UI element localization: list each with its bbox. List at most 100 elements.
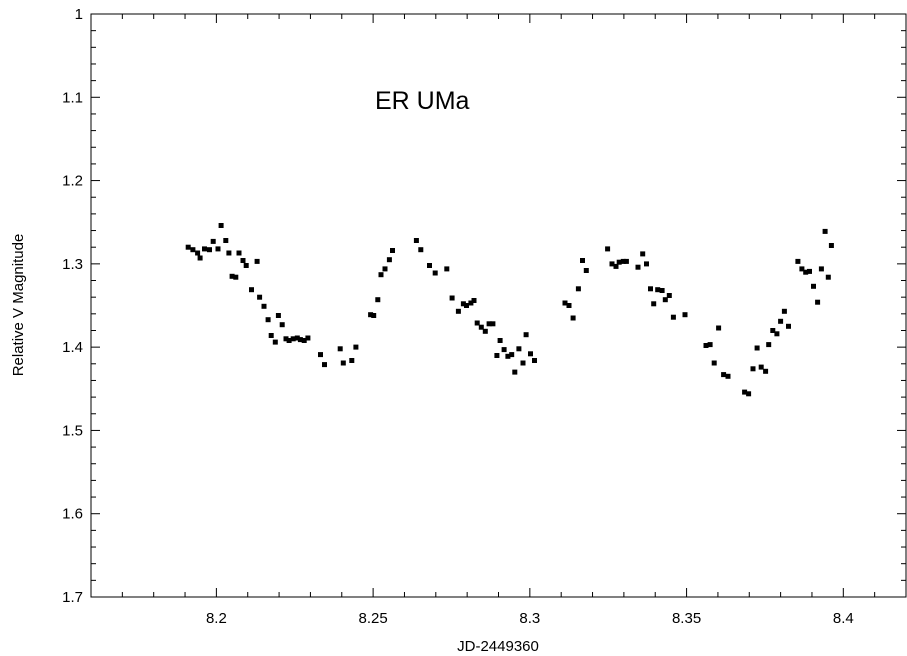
data-point — [742, 389, 748, 395]
data-point — [268, 333, 274, 338]
data-point — [353, 344, 359, 350]
data-point — [301, 338, 307, 343]
data-point — [468, 300, 474, 306]
data-point — [750, 366, 756, 372]
data-point — [195, 250, 201, 256]
data-point — [635, 264, 641, 270]
data-point — [505, 353, 511, 359]
data-point — [795, 258, 801, 264]
data-point — [236, 250, 242, 256]
axis-ticks — [90, 13, 907, 598]
data-point — [651, 301, 657, 307]
data-point — [616, 259, 622, 265]
data-point — [390, 248, 395, 253]
data-point — [580, 258, 585, 263]
data-point — [261, 303, 267, 309]
data-point — [190, 247, 196, 253]
data-point — [249, 287, 254, 293]
y-tick-label: 1.4 — [62, 339, 83, 356]
data-point — [605, 246, 611, 252]
data-point — [265, 317, 271, 323]
data-point — [474, 320, 480, 326]
x-tick-label: 8.3 — [519, 610, 540, 627]
data-point — [340, 360, 346, 366]
data-point — [368, 312, 374, 318]
data-point — [707, 342, 713, 348]
y-tick-label: 1.1 — [62, 89, 83, 106]
data-point — [207, 247, 212, 253]
data-point — [716, 325, 722, 331]
data-point — [822, 228, 828, 234]
y-axis-title: Relative V Magnitude — [10, 234, 27, 377]
data-point — [666, 293, 672, 298]
data-point — [662, 297, 668, 303]
data-point — [746, 391, 752, 397]
data-point — [609, 261, 615, 267]
data-point — [257, 294, 263, 300]
data-point — [532, 358, 537, 363]
data-point — [520, 360, 526, 366]
plot-frame — [90, 13, 907, 598]
x-axis-title: JD-2449360 — [457, 638, 539, 655]
y-tick-label: 1.6 — [62, 506, 83, 523]
data-point — [815, 299, 821, 305]
data-point — [254, 258, 260, 264]
data-point — [811, 283, 816, 289]
data-point — [648, 286, 653, 292]
data-point — [778, 318, 784, 324]
data-point — [482, 328, 488, 334]
data-point — [226, 250, 232, 256]
data-point — [243, 263, 249, 268]
data-point — [725, 373, 731, 379]
data-point — [427, 263, 432, 268]
data-point — [497, 338, 503, 343]
data-point — [566, 303, 572, 308]
data-point — [818, 266, 824, 272]
x-tick-label: 8.35 — [672, 610, 701, 627]
y-tick-label: 1 — [75, 6, 83, 23]
x-tick-label: 8.2 — [206, 610, 227, 627]
data-point — [432, 270, 438, 276]
data-point — [828, 243, 834, 248]
data-point — [418, 247, 424, 253]
y-tick-label: 1.3 — [62, 256, 83, 273]
data-point — [721, 372, 727, 378]
data-point — [286, 338, 292, 343]
data-point — [770, 328, 776, 333]
data-point — [185, 244, 191, 250]
data-point — [444, 266, 450, 272]
data-point — [240, 258, 246, 263]
data-point — [233, 274, 239, 280]
data-point — [711, 360, 717, 366]
data-point — [218, 223, 224, 228]
data-point — [378, 272, 384, 278]
data-point — [490, 321, 496, 327]
data-point — [583, 268, 589, 273]
data-point — [754, 345, 760, 351]
y-tick-label: 1.7 — [62, 589, 83, 606]
data-point — [655, 287, 661, 293]
data-point — [471, 298, 477, 303]
data-point — [623, 258, 629, 264]
data-point — [210, 238, 216, 244]
y-tick-label: 1.2 — [62, 173, 83, 190]
x-tick-label: 8.4 — [833, 610, 854, 627]
data-point — [523, 332, 529, 338]
axis-tick-labels: 8.2 8.25 8.3 8.35 8.4 1 1.1 1.2 1.3 1.4 1.5 1.6 1.7 — [62, 6, 854, 627]
data-point — [509, 352, 515, 358]
data-point — [229, 273, 235, 279]
data-point — [294, 335, 300, 341]
data-point — [337, 346, 343, 352]
data-point — [682, 312, 688, 318]
data-points — [185, 223, 834, 397]
data-point — [449, 295, 455, 301]
data-point — [803, 269, 809, 275]
data-point — [318, 352, 323, 358]
data-point — [613, 263, 619, 269]
chart-annotation: ER UMa — [375, 87, 470, 115]
data-point — [766, 342, 772, 348]
data-point — [703, 343, 709, 348]
data-point — [763, 368, 769, 374]
data-point — [283, 336, 289, 342]
data-point — [305, 335, 311, 341]
